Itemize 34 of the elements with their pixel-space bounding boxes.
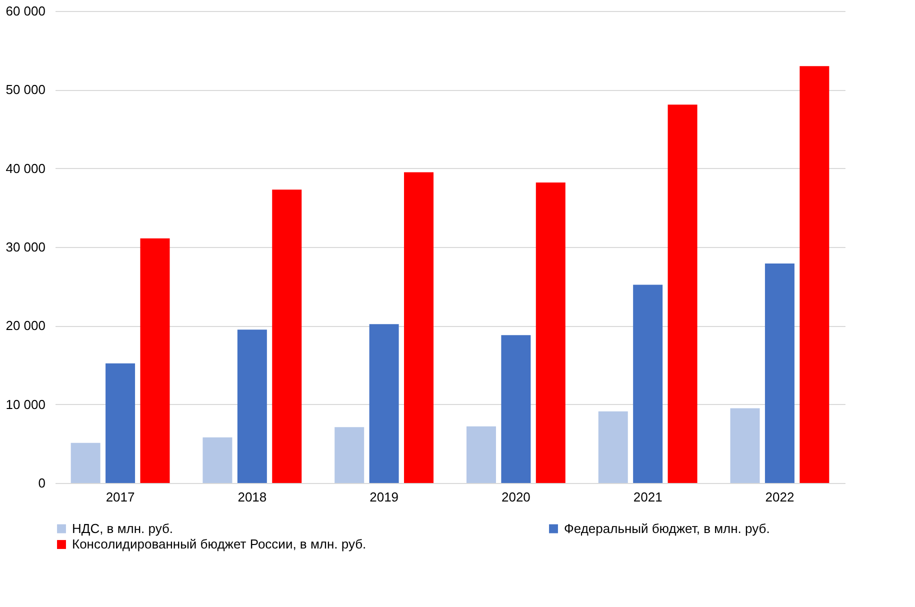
bar [800, 66, 830, 483]
bar [764, 264, 794, 483]
x-tick-label: 2017 [106, 490, 135, 504]
bar [598, 411, 628, 483]
bar [668, 104, 698, 483]
bar [272, 190, 302, 483]
bar [730, 408, 760, 483]
legend-label: Федеральный бюджет, в млн. руб. [564, 520, 770, 536]
legend-label: НДС, в млн. руб. [72, 520, 174, 536]
x-tick-label: 2019 [370, 490, 399, 504]
x-tick-label: 2022 [765, 490, 794, 504]
y-tick-label: 10 000 [6, 396, 46, 412]
bar [70, 442, 100, 483]
bar [140, 238, 170, 483]
legend-label: Консолидированный бюджет России, в млн. руб. [72, 536, 366, 552]
y-tick-label: 20 000 [6, 318, 46, 334]
bar [202, 437, 232, 483]
bar [369, 324, 399, 483]
bar [466, 426, 496, 483]
y-tick-label: 30 000 [6, 240, 46, 254]
y-tick-label: 50 000 [6, 82, 46, 98]
x-tick-label: 2021 [633, 490, 662, 504]
bar [501, 335, 531, 483]
bar [633, 284, 663, 483]
bar [106, 363, 136, 483]
x-tick-label: 2020 [501, 490, 530, 504]
bar [404, 172, 434, 483]
y-tick-label: 40 000 [6, 160, 46, 176]
x-tick-label: 2018 [238, 490, 267, 504]
bar [536, 182, 566, 483]
bar [237, 330, 267, 483]
bar [334, 427, 364, 483]
y-tick-label: 60 000 [6, 4, 46, 18]
y-tick-label: 0 [38, 476, 46, 490]
